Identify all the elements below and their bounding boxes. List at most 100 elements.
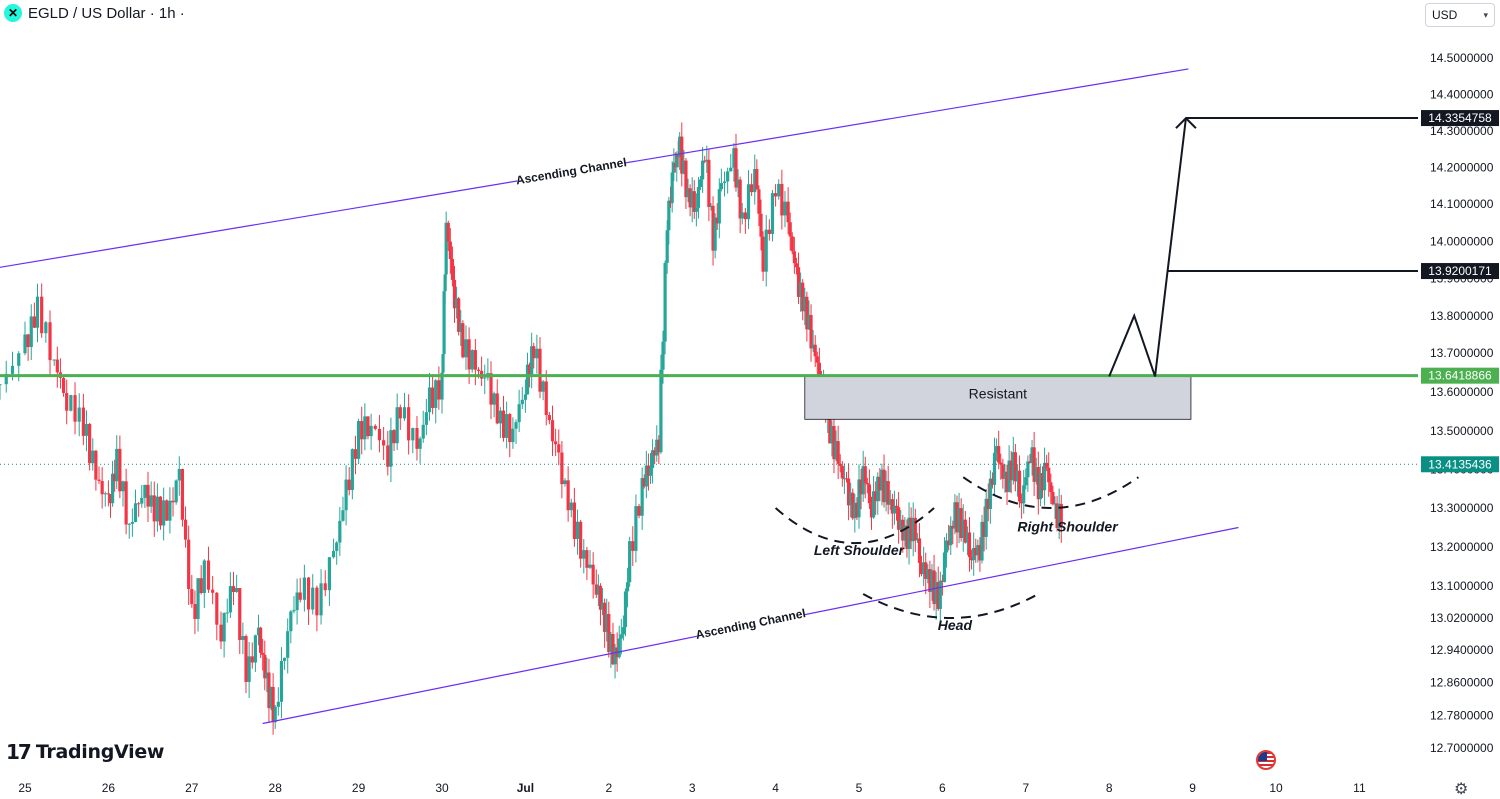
candle-body: [605, 614, 609, 632]
candle-body: [585, 550, 589, 568]
tradingview-logo[interactable]: 17 TradingView: [6, 740, 164, 764]
candle-body: [650, 450, 655, 469]
candle-body: [1024, 477, 1028, 486]
y-axis-tick-label: 13.6000000: [1430, 385, 1494, 399]
candle-body: [884, 481, 888, 503]
y-axis-tick-label: 13.3000000: [1430, 501, 1494, 515]
y-axis-tick-label: 14.3000000: [1430, 124, 1494, 138]
x-axis-tick-label: 7: [1022, 781, 1029, 795]
gear-icon[interactable]: ⚙: [1454, 781, 1469, 798]
candle-body: [961, 519, 965, 539]
candle-body: [938, 580, 942, 609]
candle-body: [306, 577, 311, 610]
candle-body: [411, 428, 415, 441]
candle-body: [199, 578, 203, 593]
candle-body: [684, 160, 688, 198]
candle-body: [1007, 460, 1011, 493]
candle-body: [999, 462, 1003, 465]
candle-body: [726, 171, 730, 182]
candle-body: [483, 377, 487, 379]
candle-body: [890, 499, 894, 514]
candle-body: [323, 583, 327, 591]
candle-body: [219, 624, 223, 642]
us-flag-icon[interactable]: [1256, 750, 1276, 770]
candle-body: [867, 484, 872, 504]
candle-body: [73, 395, 77, 422]
candle-body: [569, 502, 573, 511]
candle-body: [532, 346, 536, 359]
candle-body: [770, 193, 775, 234]
candle-body: [665, 230, 669, 263]
candle-body: [100, 480, 104, 495]
candles-group: [0, 122, 1063, 735]
candle-body: [121, 481, 125, 492]
candle-body: [265, 672, 269, 679]
candle-body: [366, 416, 370, 437]
candle-body: [91, 450, 95, 464]
candle-body: [344, 479, 348, 511]
candle-body: [377, 428, 382, 441]
candle-body: [421, 424, 425, 439]
candle-body: [690, 191, 694, 208]
price-label-bg: [1421, 263, 1499, 280]
candle-body: [955, 502, 959, 533]
candle-body: [594, 584, 598, 595]
candle-body: [550, 420, 555, 442]
candle-body: [621, 627, 625, 635]
x-axis-tick-label: 9: [1189, 781, 1196, 795]
candle-body: [389, 430, 393, 467]
candle-body: [130, 521, 134, 524]
candle-body: [1005, 471, 1009, 493]
candle-body: [722, 181, 727, 184]
candle-body: [670, 172, 674, 204]
candle-body: [1040, 473, 1045, 491]
candle-body: [899, 519, 903, 530]
candle-body: [634, 506, 638, 551]
candle-body: [32, 316, 36, 328]
candle-body: [801, 282, 805, 312]
candle-body: [919, 562, 924, 575]
candle-body: [193, 604, 197, 619]
candle-body: [796, 267, 801, 297]
candle-body: [103, 493, 107, 495]
candle-body: [786, 201, 790, 223]
candle-body: [876, 476, 880, 502]
candle-body: [44, 322, 48, 334]
candle-body: [427, 387, 432, 413]
candle-body: [951, 525, 955, 529]
candle-body: [247, 656, 251, 682]
candle-body: [953, 502, 957, 529]
candle-body: [1055, 503, 1059, 529]
candle-body: [282, 657, 287, 661]
candle-body: [48, 322, 52, 361]
candle-body: [794, 263, 799, 268]
x-axis-tick-label: 28: [269, 781, 283, 795]
candle-body: [302, 577, 306, 600]
candle-body: [267, 672, 271, 709]
candle-body: [81, 407, 85, 436]
candle-body: [764, 229, 768, 272]
candle-body: [263, 654, 267, 679]
candle-body: [459, 323, 463, 332]
symbol-header[interactable]: ✕ EGLD / US Dollar · 1h ·: [4, 4, 185, 22]
candle-body: [1011, 452, 1015, 481]
candle-body: [842, 478, 847, 480]
candle-body: [1022, 485, 1026, 504]
y-axis-tick-label: 14.5000000: [1430, 51, 1494, 65]
x-axis-tick-label: 30: [435, 781, 449, 795]
pattern-label: Left Shoulder: [814, 542, 906, 558]
candle-body: [1049, 482, 1053, 492]
candle-body: [424, 412, 428, 425]
candle-body: [1003, 471, 1007, 479]
candle-body: [740, 212, 744, 219]
currency-select[interactable]: USD ▾: [1425, 3, 1495, 27]
candle-body: [1042, 462, 1047, 491]
candle-body: [932, 570, 936, 604]
candle-body: [774, 193, 778, 197]
candle-body: [168, 500, 172, 521]
candle-body: [1038, 473, 1042, 500]
candle-body: [353, 449, 358, 459]
candle-body: [341, 510, 345, 521]
candle-body: [859, 479, 863, 495]
